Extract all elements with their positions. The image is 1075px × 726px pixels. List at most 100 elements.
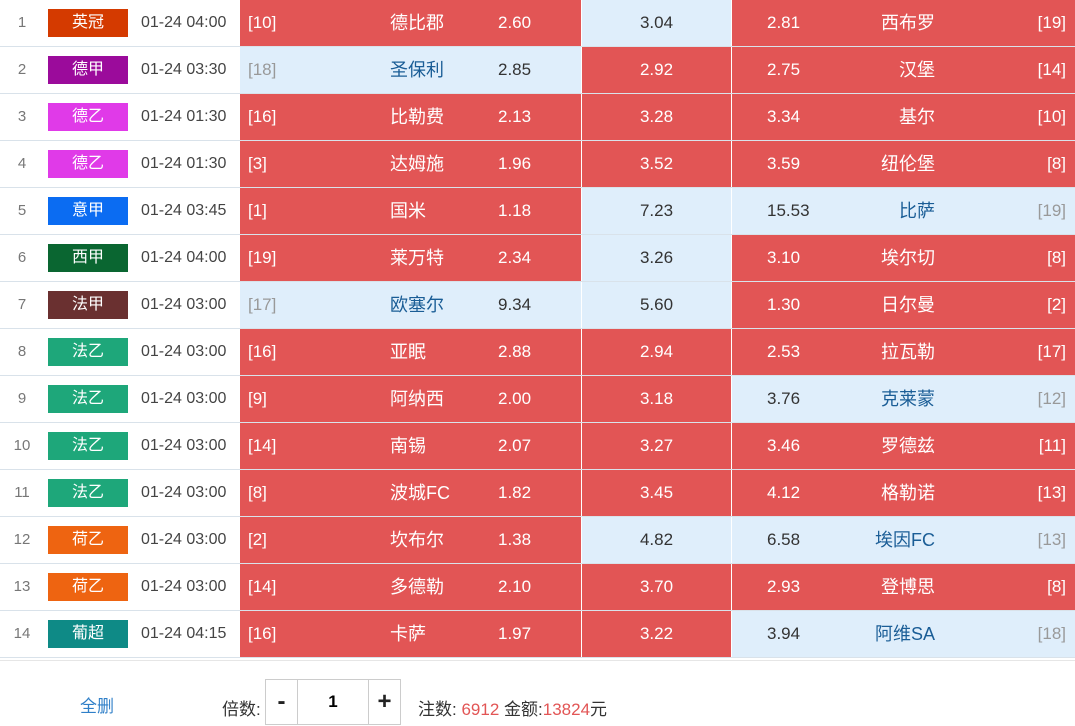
- draw-option[interactable]: 7.23: [582, 188, 731, 234]
- home-win-option[interactable]: [16] 卡萨 1.97: [240, 611, 581, 657]
- home-win-option[interactable]: [8] 波城FC 1.82: [240, 470, 581, 516]
- home-team: 达姆施: [390, 154, 444, 174]
- away-win-option[interactable]: 1.30 日尔曼 [2]: [732, 282, 1075, 328]
- away-team: 罗德兹: [881, 436, 935, 456]
- draw-odd: 3.52: [639, 154, 674, 173]
- multiplier-input[interactable]: [298, 680, 368, 724]
- draw-option[interactable]: 3.04: [582, 0, 731, 46]
- draw-option[interactable]: 5.60: [582, 282, 731, 328]
- draw-odd: 4.82: [639, 530, 674, 549]
- home-odd: 1.18: [498, 201, 532, 220]
- draw-option[interactable]: 2.94: [582, 329, 731, 375]
- away-win-option[interactable]: 3.10 埃尔切 [8]: [732, 235, 1075, 281]
- draw-option[interactable]: 4.82: [582, 517, 731, 563]
- draw-option[interactable]: 3.52: [582, 141, 731, 187]
- home-rank: [14]: [248, 577, 277, 596]
- away-win-option[interactable]: 6.58 埃因FC [13]: [732, 517, 1075, 563]
- away-rank: [12]: [1037, 389, 1066, 408]
- away-team: 西布罗: [881, 13, 935, 33]
- away-rank: [11]: [1038, 436, 1066, 455]
- home-team: 圣保利: [390, 60, 444, 80]
- home-win-option[interactable]: [9] 阿纳西 2.00: [240, 376, 581, 422]
- home-odd: 2.88: [498, 342, 532, 361]
- home-rank: [8]: [248, 483, 267, 502]
- footer-bar: 全删 倍数: - + 注数: 6912 金额:13824元: [0, 660, 1075, 726]
- away-team: 埃因FC: [875, 530, 935, 550]
- home-win-option[interactable]: [18] 圣保利 2.85: [240, 47, 581, 93]
- draw-option[interactable]: 3.18: [582, 376, 731, 422]
- away-team: 阿维SA: [874, 624, 935, 644]
- away-win-option[interactable]: 2.53 拉瓦勒 [17]: [732, 329, 1075, 375]
- away-team: 比萨: [899, 201, 935, 221]
- match-row: 9 法乙 01-24 03:00 [9] 阿纳西 2.00 3.18 3.76 克莱蒙 [12]: [0, 376, 1075, 423]
- away-win-option[interactable]: 15.53 比萨 [19]: [732, 188, 1075, 234]
- home-win-option[interactable]: [19] 莱万特 2.34: [240, 235, 581, 281]
- home-rank: [10]: [248, 13, 277, 32]
- away-win-option[interactable]: 3.46 罗德兹 [11]: [732, 423, 1075, 469]
- match-row: 8 法乙 01-24 03:00 [16] 亚眠 2.88 2.94 2.53 拉瓦勒 [17]: [0, 329, 1075, 376]
- away-rank: [8]: [1047, 577, 1066, 596]
- away-win-option[interactable]: 3.59 纽伦堡 [8]: [732, 141, 1075, 187]
- draw-odd: 3.22: [639, 624, 674, 643]
- bet-summary: 注数: 6912 金额:13824元: [418, 695, 607, 720]
- match-time: 01-24 04:00: [141, 249, 227, 266]
- league-badge: 荷乙: [48, 526, 128, 554]
- draw-odd: 3.45: [639, 483, 674, 502]
- match-time: 01-24 01:30: [141, 155, 227, 172]
- match-time: 01-24 03:45: [141, 202, 227, 219]
- home-team: 莱万特: [390, 248, 444, 268]
- draw-option[interactable]: 2.92: [582, 47, 731, 93]
- home-rank: [9]: [248, 389, 267, 408]
- home-win-option[interactable]: [3] 达姆施 1.96: [240, 141, 581, 187]
- match-time: 01-24 03:00: [141, 531, 227, 548]
- match-time: 01-24 04:00: [141, 14, 227, 31]
- draw-option[interactable]: 3.70: [582, 564, 731, 610]
- draw-option[interactable]: 3.26: [582, 235, 731, 281]
- home-win-option[interactable]: [1] 国米 1.18: [240, 188, 581, 234]
- away-win-option[interactable]: 2.75 汉堡 [14]: [732, 47, 1075, 93]
- row-number: 3: [17, 108, 27, 125]
- away-win-option[interactable]: 3.76 克莱蒙 [12]: [732, 376, 1075, 422]
- away-odd: 2.53: [767, 342, 801, 361]
- home-win-option[interactable]: [17] 欧塞尔 9.34: [240, 282, 581, 328]
- away-rank: [19]: [1037, 201, 1066, 220]
- draw-odd: 3.26: [639, 248, 674, 267]
- away-team: 基尔: [899, 107, 935, 127]
- match-row: 13 荷乙 01-24 03:00 [14] 多德勒 2.10 3.70 2.93 登博思 [8]: [0, 564, 1075, 611]
- home-win-option[interactable]: [14] 多德勒 2.10: [240, 564, 581, 610]
- decrease-button[interactable]: -: [266, 680, 298, 724]
- home-rank: [16]: [248, 107, 277, 126]
- draw-option[interactable]: 3.45: [582, 470, 731, 516]
- away-win-option[interactable]: 3.34 基尔 [10]: [732, 94, 1075, 140]
- away-odd: 3.34: [767, 107, 801, 126]
- away-odd: 4.12: [767, 483, 801, 502]
- match-row: 11 法乙 01-24 03:00 [8] 波城FC 1.82 3.45 4.12 格勒诺 [13…: [0, 470, 1075, 517]
- home-win-option[interactable]: [14] 南锡 2.07: [240, 423, 581, 469]
- multiplier-label: 倍数:: [222, 700, 261, 719]
- league-badge: 英冠: [48, 9, 128, 37]
- draw-option[interactable]: 3.22: [582, 611, 731, 657]
- home-odd: 2.00: [498, 389, 532, 408]
- home-win-option[interactable]: [16] 比勒费 2.13: [240, 94, 581, 140]
- home-odd: 2.85: [498, 60, 532, 79]
- draw-option[interactable]: 3.27: [582, 423, 731, 469]
- away-win-option[interactable]: 2.93 登博思 [8]: [732, 564, 1075, 610]
- league-badge: 法乙: [48, 338, 128, 366]
- away-odd: 15.53: [767, 201, 810, 220]
- home-odd: 2.60: [498, 13, 532, 32]
- row-number: 14: [13, 625, 31, 642]
- away-team: 汉堡: [899, 60, 935, 80]
- away-team: 埃尔切: [881, 248, 935, 268]
- home-win-option[interactable]: [2] 坎布尔 1.38: [240, 517, 581, 563]
- away-win-option[interactable]: 3.94 阿维SA [18]: [732, 611, 1075, 657]
- home-team: 国米: [390, 201, 426, 221]
- match-table: 1 英冠 01-24 04:00 [10] 德比郡 2.60 3.04 2.81 西布罗 [19]…: [0, 0, 1075, 658]
- increase-button[interactable]: +: [368, 680, 400, 724]
- home-win-option[interactable]: [16] 亚眠 2.88: [240, 329, 581, 375]
- draw-option[interactable]: 3.28: [582, 94, 731, 140]
- away-win-option[interactable]: 2.81 西布罗 [19]: [732, 0, 1075, 46]
- delete-all-button[interactable]: 全删: [80, 697, 114, 716]
- away-rank: [14]: [1037, 60, 1066, 79]
- home-win-option[interactable]: [10] 德比郡 2.60: [240, 0, 581, 46]
- away-win-option[interactable]: 4.12 格勒诺 [13]: [732, 470, 1075, 516]
